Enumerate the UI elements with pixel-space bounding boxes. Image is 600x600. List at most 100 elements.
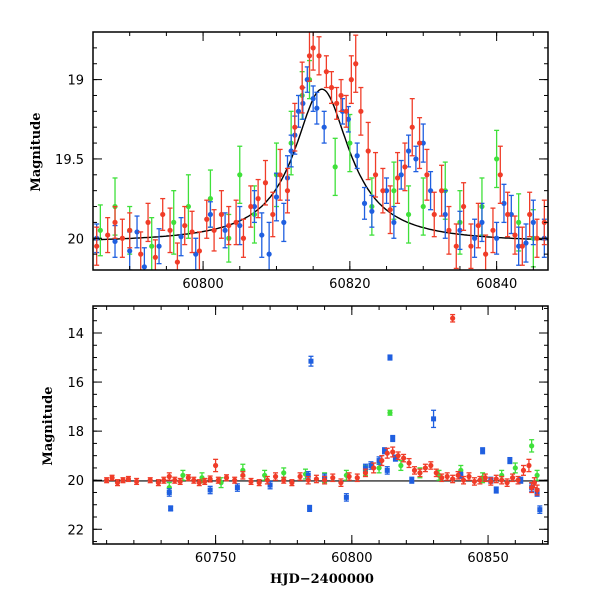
- red-data-point: [493, 476, 499, 482]
- red-data-point: [120, 477, 126, 483]
- red-data-point: [450, 315, 456, 321]
- red-data-point: [272, 473, 279, 480]
- blue-data-point: [390, 435, 396, 441]
- red-data-point: [177, 478, 183, 485]
- y-tick-label: 20: [67, 474, 84, 489]
- blue-data-point: [234, 485, 240, 491]
- red-data-point: [277, 172, 283, 178]
- red-data-point: [490, 227, 496, 233]
- red-data-point: [438, 188, 445, 194]
- red-data-point: [471, 478, 478, 485]
- red-data-point: [509, 475, 516, 481]
- blue-data-point: [237, 222, 243, 229]
- red-data-point: [152, 254, 158, 260]
- red-data-point: [395, 453, 401, 459]
- green-data-point: [387, 410, 393, 416]
- red-data-point: [204, 216, 210, 222]
- blue-data-point: [156, 243, 162, 249]
- green-data-point: [149, 243, 155, 249]
- blue-data-point: [207, 487, 213, 493]
- green-data-point: [391, 188, 397, 194]
- blue-data-point: [127, 248, 133, 254]
- red-data-point: [330, 475, 336, 481]
- red-data-point: [262, 180, 269, 186]
- red-data-point: [450, 476, 456, 482]
- red-data-point: [155, 480, 161, 486]
- green-data-point: [347, 140, 353, 146]
- red-data-point: [109, 475, 115, 481]
- red-data-point: [338, 480, 344, 486]
- y-tick-label: 16: [67, 376, 84, 391]
- red-data-point: [94, 243, 100, 249]
- red-data-point: [321, 477, 328, 483]
- red-data-point: [431, 211, 437, 218]
- red-data-point: [213, 462, 219, 469]
- green-data-point: [398, 462, 404, 469]
- green-data-point: [237, 172, 243, 178]
- red-data-point: [289, 480, 295, 486]
- bottom-panel: 60750 60800 60850 14 16 18 20 22 Magnitude HJD−…: [41, 305, 549, 587]
- red-data-point: [527, 211, 533, 218]
- red-data-point: [477, 477, 483, 483]
- y-tick-label: 22: [67, 523, 84, 538]
- green-data-point: [494, 156, 500, 162]
- red-data-point: [416, 140, 423, 146]
- red-data-point: [167, 227, 173, 233]
- blue-data-point: [308, 358, 314, 364]
- blue-data-point: [288, 148, 294, 154]
- red-data-point: [534, 487, 540, 493]
- red-data-point: [380, 188, 386, 194]
- red-data-point: [334, 100, 340, 106]
- blue-data-point: [376, 458, 382, 464]
- blue-data-point: [530, 219, 536, 225]
- red-data-point: [343, 108, 349, 114]
- blue-data-point: [413, 156, 419, 162]
- red-data-point: [394, 175, 401, 181]
- blue-data-point: [507, 458, 513, 464]
- blue-data-point: [480, 448, 486, 454]
- red-data-point: [104, 477, 110, 483]
- red-data-point: [270, 211, 276, 218]
- y-tick-label: 18: [67, 425, 84, 440]
- blue-data-point: [457, 227, 463, 233]
- blue-data-point: [362, 465, 368, 471]
- top-panel-frame: [92, 31, 549, 271]
- red-data-point: [292, 124, 298, 130]
- top-y-axis-label: Magnitude: [29, 112, 44, 191]
- green-data-point: [281, 470, 287, 476]
- red-data-point: [189, 229, 195, 235]
- blue-data-point: [382, 448, 388, 454]
- red-data-point: [297, 473, 303, 480]
- red-data-point: [105, 232, 111, 238]
- bottom-x-axis-label: HJD−2400000: [270, 572, 374, 587]
- red-data-point: [185, 475, 191, 481]
- red-data-point: [519, 243, 525, 249]
- red-data-point: [439, 475, 445, 481]
- red-data-point: [119, 235, 125, 241]
- blue-data-point: [300, 100, 306, 106]
- blue-data-point: [431, 416, 437, 422]
- blue-data-point: [458, 472, 464, 478]
- red-data-point: [483, 251, 489, 257]
- red-data-point: [433, 470, 439, 476]
- blue-data-point: [222, 227, 228, 233]
- green-data-point: [516, 219, 522, 225]
- red-data-point: [482, 475, 488, 481]
- red-data-point: [475, 222, 481, 229]
- red-data-point: [306, 53, 313, 59]
- blue-data-point: [516, 243, 522, 249]
- red-data-point: [468, 243, 474, 249]
- x-tick-label: 60840: [476, 277, 517, 292]
- blue-data-point: [405, 148, 412, 154]
- bottom-panel-ticks: 60750 60800 60850 14 16 18 20 22: [67, 306, 548, 566]
- blue-data-point: [472, 235, 478, 241]
- red-data-point: [422, 465, 428, 471]
- red-data-point: [387, 207, 393, 213]
- red-data-point: [505, 211, 511, 218]
- green-data-point: [180, 472, 186, 478]
- y-tick-label: 19.5: [55, 153, 84, 168]
- red-data-point: [323, 69, 329, 75]
- blue-data-point: [368, 462, 374, 468]
- blue-data-point: [273, 194, 280, 200]
